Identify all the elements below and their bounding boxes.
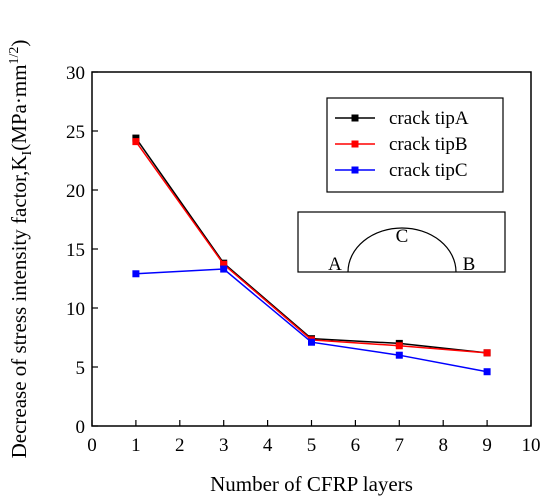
x-axis-ticks: 0 1 2 3 4 5 6 7 8 9 10	[87, 420, 541, 456]
data-point-crack-tipc	[483, 368, 491, 376]
legend-label: crack tipC	[389, 160, 468, 181]
x-tick-label: 0	[87, 435, 97, 456]
y-axis-label-subscript: I	[20, 150, 35, 155]
y-axis-label-main: Decrease of stress intensity factor,K	[7, 155, 31, 458]
data-point-crack-tipb	[220, 260, 228, 268]
x-tick-label: 2	[175, 435, 185, 456]
data-point-crack-tipc	[132, 270, 140, 278]
x-tick-label: 7	[395, 435, 405, 456]
y-axis-label-unit: (MPa·mm	[7, 64, 31, 150]
y-tick-label: 10	[66, 299, 85, 320]
series-line-crack-tipc	[135, 268, 488, 373]
x-tick-label: 8	[438, 435, 448, 456]
x-tick-label: 5	[307, 435, 317, 456]
y-axis-ticks: 0 5 10 15 20 25 30	[66, 63, 98, 438]
x-axis-label: Number of CFRP layers	[210, 472, 413, 496]
x-tick-label: 4	[263, 435, 273, 456]
y-tick-label: 0	[76, 417, 86, 438]
x-tick-label: 3	[219, 435, 229, 456]
data-point-crack-tipc	[308, 338, 315, 346]
inset-label-c: C	[396, 226, 409, 247]
crack-position-inset: A C B	[297, 211, 506, 275]
legend-label: crack tipB	[389, 134, 468, 155]
x-tick-label: 6	[351, 435, 361, 456]
legend-swatch-marker	[351, 114, 359, 122]
y-axis-label-close: )	[7, 40, 31, 47]
data-point-crack-tipb	[132, 138, 140, 146]
legend: crack tipA crack tipB crack tipC	[326, 97, 504, 193]
data-point-crack-tipb	[395, 342, 403, 350]
y-tick-label: 30	[66, 63, 85, 84]
x-tick-label: 10	[522, 435, 541, 456]
data-point-crack-tipb	[483, 349, 491, 357]
legend-items: crack tipA crack tipB crack tipC	[335, 108, 469, 181]
y-tick-label: 15	[66, 240, 85, 261]
series-layer	[132, 134, 491, 376]
inset-label-b: B	[463, 254, 476, 275]
crack-arc	[347, 227, 457, 273]
y-tick-label: 5	[76, 358, 86, 379]
y-tick-label: 20	[66, 181, 85, 202]
y-axis-label-superscript: 1/2	[7, 47, 22, 65]
data-point-crack-tipc	[395, 351, 403, 359]
x-tick-label: 9	[482, 435, 492, 456]
data-point-crack-tipc	[220, 265, 228, 273]
data-point-crack-tipa	[132, 134, 140, 142]
legend-swatch-marker	[351, 140, 359, 148]
inset-label-a: A	[328, 254, 342, 275]
y-tick-label: 25	[66, 122, 85, 143]
x-tick-label: 1	[131, 435, 141, 456]
inset-box	[297, 211, 506, 273]
legend-label: crack tipA	[389, 108, 469, 129]
legend-swatch-marker	[351, 166, 359, 174]
y-axis-label: Decrease of stress intensity factor,KI(M…	[7, 40, 35, 459]
